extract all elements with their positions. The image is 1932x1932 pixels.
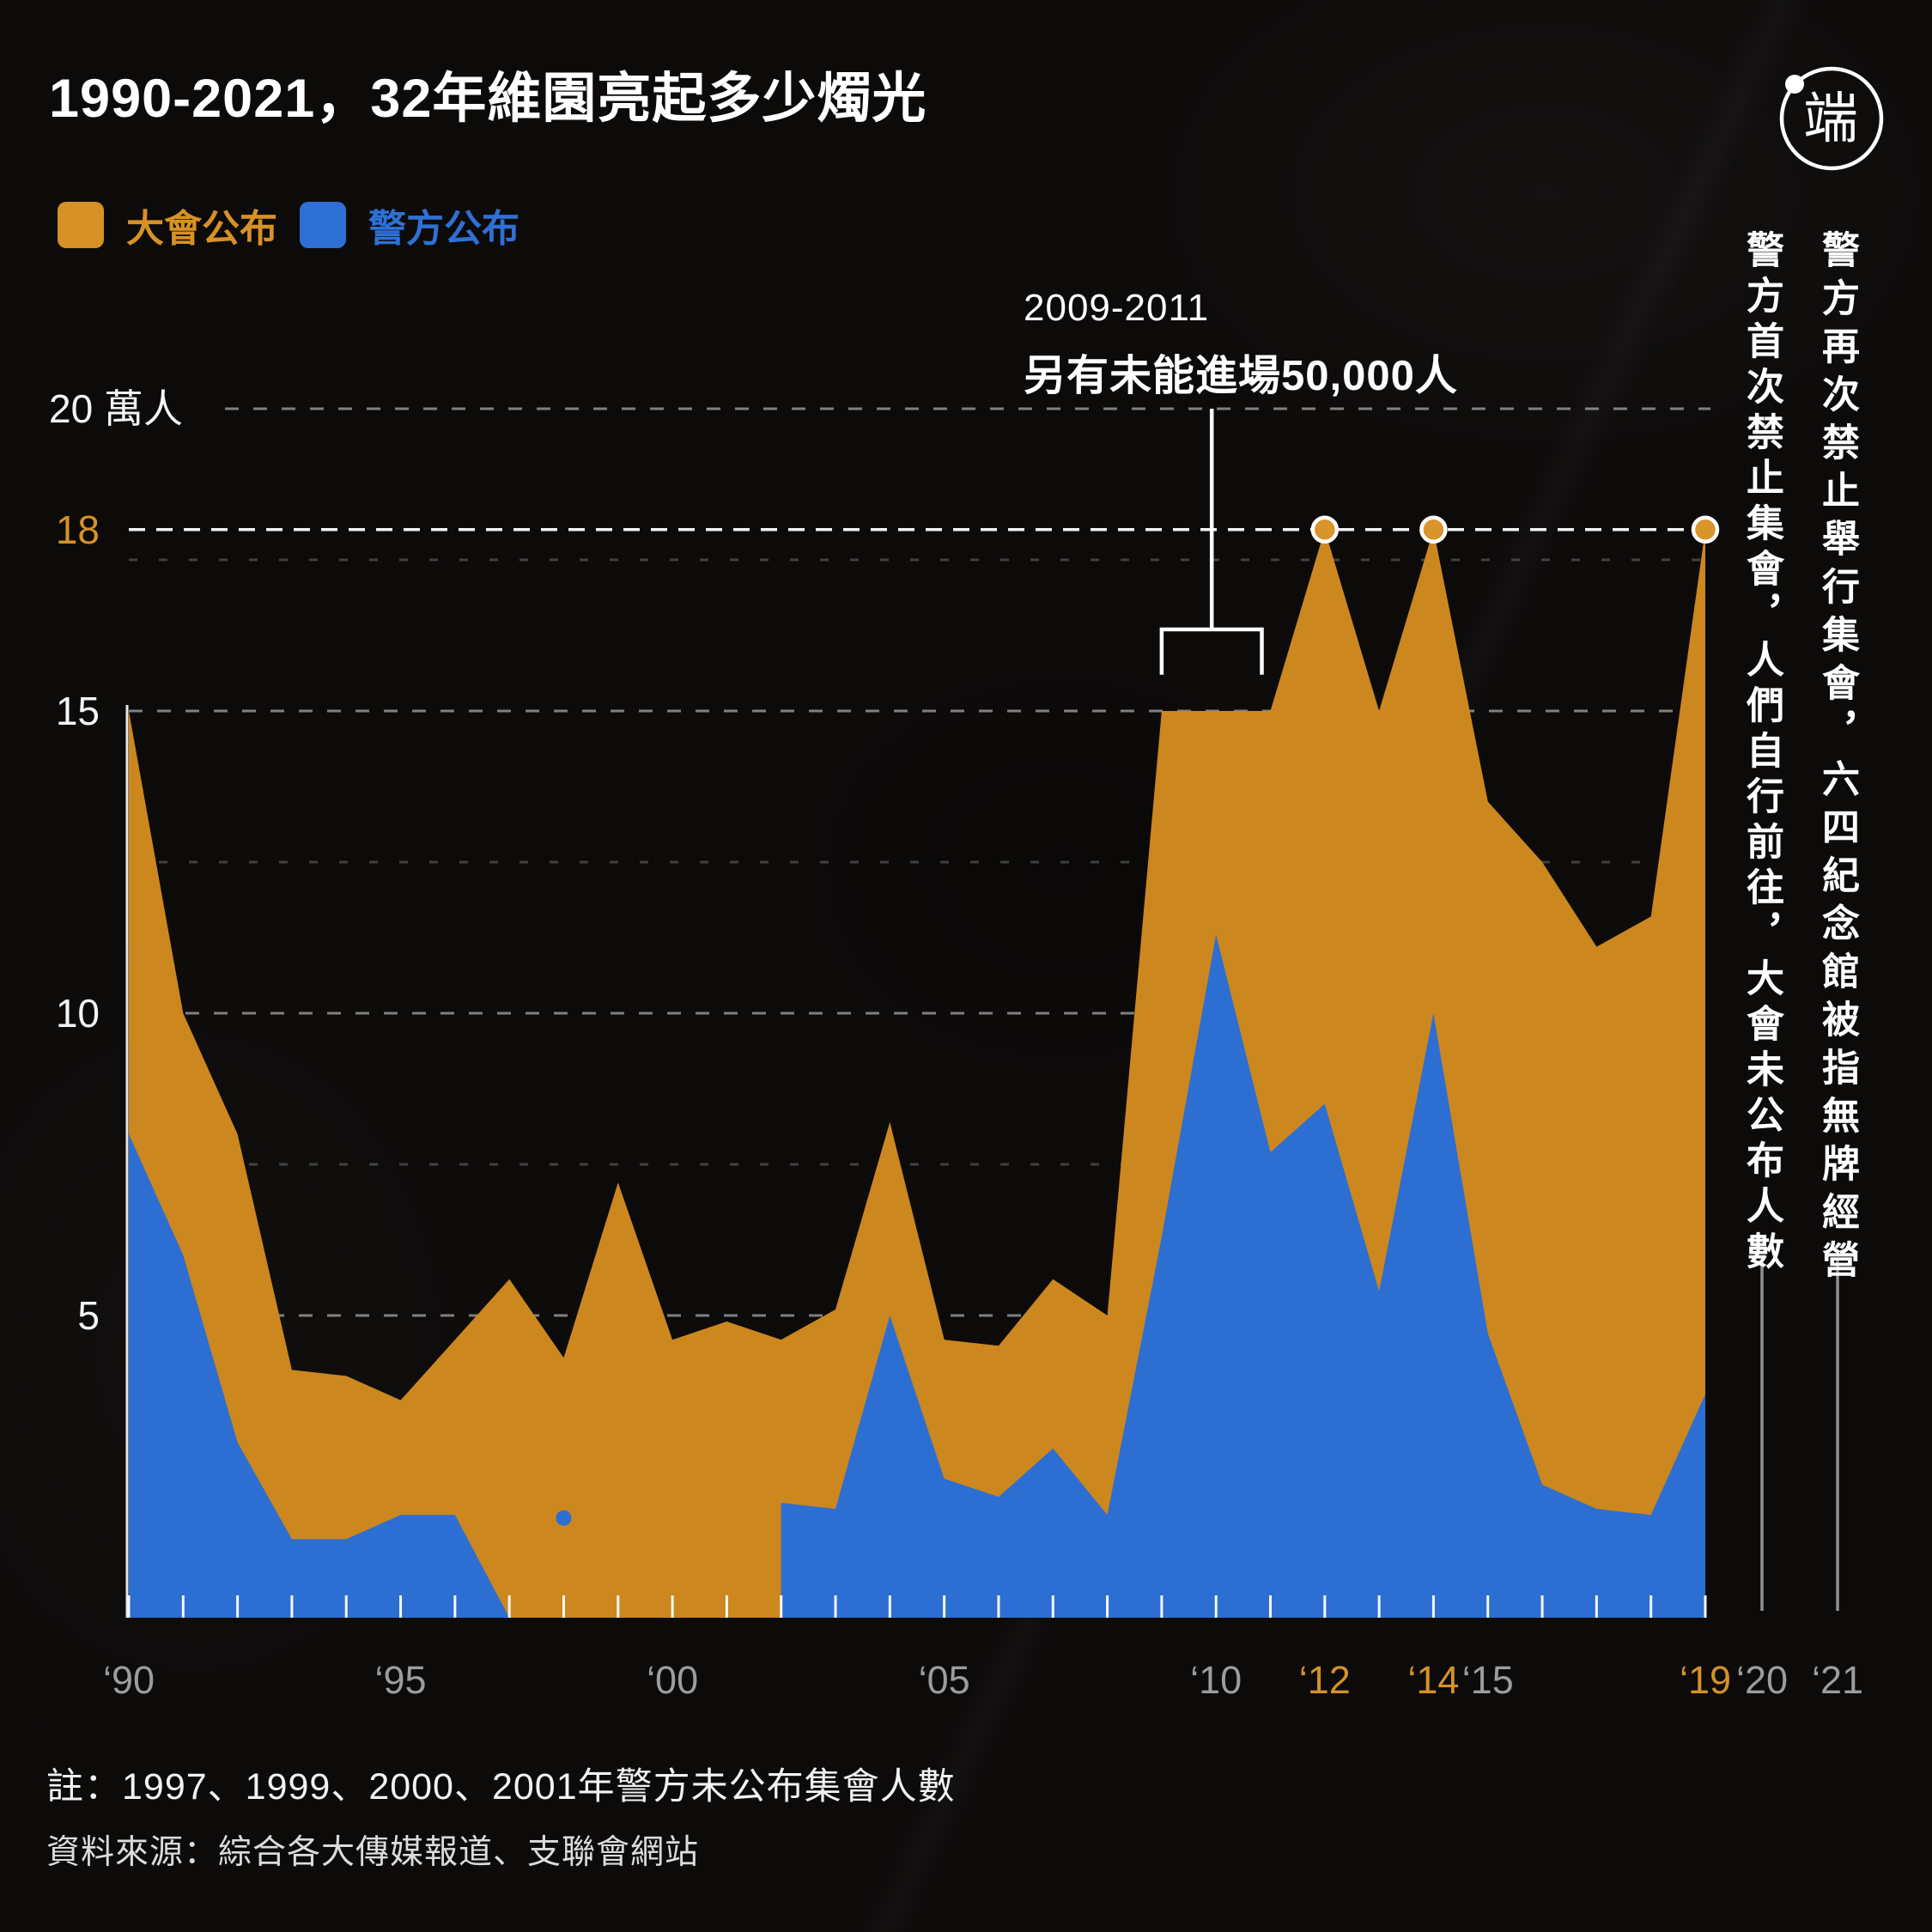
y-axis-label-5: 5 [77, 1293, 100, 1338]
isolated-point-警方公布-1998 [556, 1510, 572, 1526]
annotation-2021-banned: 警方再次禁止舉行集會，六四紀念館被指無牌經營 [1816, 230, 1858, 1288]
area-警方公布 [781, 934, 1706, 1618]
page-title: 1990-2021，32年維園亮起多少燭光 [49, 69, 927, 129]
footnote: 註：1997、1999、2000、2001年警方未公布集會人數 [46, 1766, 956, 1807]
legend: 大會公布 警方公布 [58, 197, 519, 252]
initium-logo: 端 [1776, 62, 1887, 175]
legend-item-police: 警方公布 [300, 197, 519, 252]
data-source: 資料來源：綜合各大傳媒報道、支聯會網站 [46, 1834, 700, 1871]
legend-police-label: 警方公布 [368, 208, 519, 250]
logo-dot [1785, 75, 1804, 94]
logo-glyph: 端 [1803, 88, 1858, 149]
x-axis-label-2021: ‘21 [1812, 1658, 1863, 1702]
area-警方公布 [129, 1133, 510, 1618]
peak-dot-2014 [1419, 515, 1448, 544]
x-axis-label-2015: ‘15 [1462, 1658, 1514, 1702]
x-axis-label-2014: ‘14 [1407, 1658, 1459, 1702]
overflow-annotation: 2009-2011 另有未能進場50,000人 [1024, 287, 1458, 403]
x-axis-label-2020: ‘20 [1736, 1658, 1788, 1702]
overflow-annotation-years: 2009-2011 [1024, 287, 1210, 329]
peak-dot-2012 [1310, 515, 1340, 544]
logo-circle [1779, 66, 1884, 171]
legend-organizer-label: 大會公布 [126, 208, 277, 250]
overflow-bracket [1159, 627, 1264, 675]
y-axis-label-20: 20 萬人 [49, 386, 183, 431]
x-axis-label-1990: ‘90 [103, 1658, 155, 1702]
y-axis-label-18: 18 [56, 507, 100, 552]
annotation-2020-banned: 警方首次禁止集會，人們自行前往，大會未公布人數 [1741, 230, 1783, 1277]
legend-item-organizer: 大會公布 [58, 197, 277, 252]
x-axis-label-1995: ‘95 [375, 1658, 427, 1702]
x-axis-label-2005: ‘05 [919, 1658, 970, 1702]
peak-dot-2019 [1691, 515, 1720, 544]
police-swatch-icon [300, 202, 346, 248]
x-axis-label-2000: ‘00 [647, 1658, 698, 1702]
y-axis-label-15: 15 [56, 689, 100, 733]
x-axis-label-2012: ‘12 [1299, 1658, 1351, 1702]
organizer-swatch-icon [58, 202, 104, 248]
x-axis-label-2019: ‘19 [1680, 1658, 1731, 1702]
overflow-annotation-text: 另有未能進場50,000人 [1024, 353, 1458, 399]
y-axis-label-10: 10 [56, 991, 100, 1036]
x-axis-label-2010: ‘10 [1190, 1658, 1242, 1702]
initium-logo-icon: 端 [1779, 66, 1884, 171]
